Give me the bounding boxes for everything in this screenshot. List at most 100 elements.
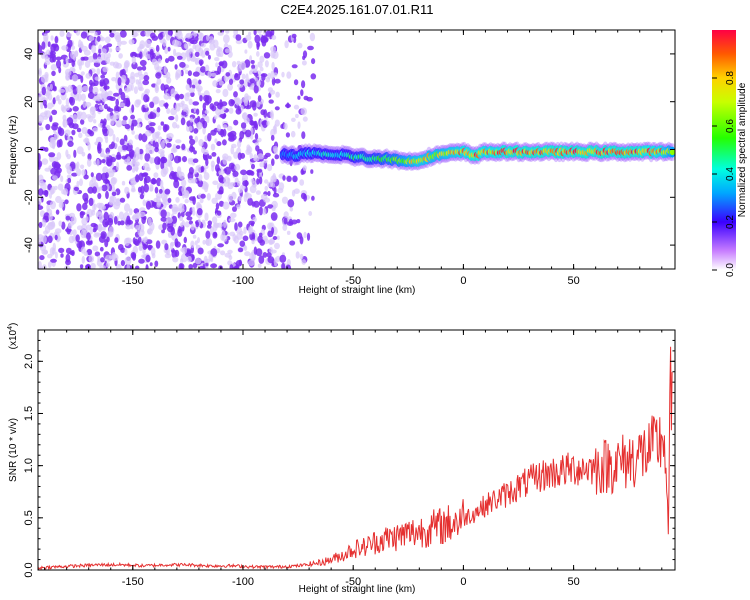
spectrogram-noise-point bbox=[98, 48, 102, 54]
spectrogram-noise-point bbox=[98, 186, 103, 191]
spectrogram-noise-point bbox=[65, 247, 72, 255]
y-tick-label: 0 bbox=[23, 146, 35, 152]
spectrogram-noise-point bbox=[134, 146, 141, 156]
spectrogram-noise-point bbox=[176, 170, 183, 178]
spectrogram-noise-point bbox=[121, 68, 126, 77]
spectrogram-noise-point bbox=[173, 48, 177, 57]
spectrogram-noise-point bbox=[170, 170, 175, 177]
spectrogram-noise-point bbox=[270, 212, 278, 221]
spectrogram-noise-point bbox=[164, 188, 171, 195]
spectrogram-noise-point bbox=[202, 263, 206, 269]
spectrogram-noise-point bbox=[251, 239, 255, 245]
spectrogram-noise-point bbox=[174, 176, 179, 183]
spectrogram-noise-point bbox=[175, 114, 179, 122]
spectrogram-noise-point bbox=[119, 30, 127, 38]
spectrogram-noise-point bbox=[149, 50, 154, 60]
spectrogram-noise-point bbox=[197, 247, 204, 255]
spectrogram-noise-point bbox=[115, 62, 122, 69]
spectrogram-noise-point bbox=[41, 249, 48, 255]
spectrogram-noise-point bbox=[69, 96, 75, 106]
spectrogram-noise-point bbox=[55, 60, 62, 69]
spectrogram-noise-point bbox=[137, 70, 143, 76]
spectrogram-noise-point bbox=[92, 186, 97, 194]
spectrogram-noise-point bbox=[111, 141, 115, 149]
spectrogram-noise-point bbox=[234, 222, 238, 231]
spectrogram-noise-point bbox=[182, 156, 187, 163]
spectrogram-noise-point bbox=[38, 221, 43, 229]
spectrogram-noise-point bbox=[166, 217, 173, 224]
spectrogram-noise-point bbox=[65, 228, 72, 233]
spectrogram-noise-point bbox=[223, 34, 230, 44]
x-tick-label: -150 bbox=[122, 576, 144, 588]
spectrogram-noise-point bbox=[147, 229, 152, 235]
spectrogram-noise-point bbox=[189, 138, 196, 146]
spectrogram-noise-point bbox=[67, 177, 72, 184]
spectrogram-noise-point bbox=[216, 124, 221, 132]
spectrogram-noise-point bbox=[48, 212, 53, 222]
spectrogram-noise-point bbox=[272, 145, 278, 153]
spectrogram-noise-point bbox=[299, 179, 305, 186]
spectrogram-noise-point bbox=[47, 261, 52, 269]
y-tick-label: 2.0 bbox=[23, 354, 35, 369]
spectrogram-noise-point bbox=[90, 106, 97, 113]
spectrogram-noise-point bbox=[272, 236, 278, 240]
spectrogram-noise-point bbox=[99, 79, 106, 87]
spectrogram-noise-point bbox=[73, 186, 79, 191]
spectrogram-noise-point bbox=[144, 39, 152, 49]
spectrogram-noise-point bbox=[179, 263, 185, 269]
spectrogram-noise-point bbox=[171, 215, 178, 224]
spectrogram-noise-point bbox=[92, 111, 96, 119]
spectrogram-noise-point bbox=[188, 87, 195, 94]
spectrogram-noise-point bbox=[141, 215, 146, 225]
spectrogram-noise-point bbox=[105, 262, 111, 268]
spectrogram-noise-point bbox=[271, 158, 275, 166]
spectrogram-noise-point bbox=[262, 252, 268, 258]
spectrogram-noise-point bbox=[71, 215, 77, 225]
spectrogram-noise-point bbox=[124, 87, 130, 93]
spectrogram-noise-point bbox=[115, 136, 120, 143]
spectrogram-noise-point bbox=[236, 204, 241, 210]
spectrogram-noise-point bbox=[154, 85, 159, 94]
spectrogram-noise-point bbox=[100, 48, 107, 54]
spectrogram-noise-point bbox=[301, 131, 306, 140]
spectrogram-noise-point bbox=[115, 98, 119, 107]
spectrogram-noise-point bbox=[213, 115, 218, 120]
snr-y-ticks: 0.0 0.5 1.0 1.5 2.0 bbox=[23, 339, 675, 578]
spectrogram-noise-point bbox=[111, 169, 116, 174]
spectrogram-noise-point bbox=[56, 94, 60, 101]
y-tick-label: 1.5 bbox=[23, 406, 35, 421]
spectrogram-noise-point bbox=[176, 55, 183, 60]
spectrogram-noise-point bbox=[145, 264, 149, 269]
spectrogram-noise-point bbox=[164, 243, 169, 251]
spectrogram-noise-point bbox=[142, 243, 148, 250]
spectrogram-noise-point bbox=[224, 166, 231, 175]
spectrogram-noise-point bbox=[297, 121, 301, 129]
snr-panel: -150 -100 -50 0 50 0.0 0.5 1.0 1.5 2.0 Height of… bbox=[7, 323, 676, 595]
spectrogram-noise-point bbox=[51, 124, 58, 131]
x-tick-label: 50 bbox=[567, 275, 579, 287]
spectrogram-noise-point bbox=[93, 95, 100, 101]
spectrogram-noise-point bbox=[128, 139, 133, 146]
spectrogram-noise-point bbox=[135, 79, 139, 85]
spectrogram-noise-point bbox=[144, 88, 150, 94]
spectrogram-noise-point bbox=[155, 51, 160, 57]
spectrogram-noise-point bbox=[225, 72, 231, 77]
spectrogram-noise-point bbox=[138, 242, 143, 251]
spectrogram-noise-point bbox=[139, 154, 143, 161]
figure-title: C2E4.2025.161.07.01.R11 bbox=[281, 2, 434, 17]
spectrogram-noise-point bbox=[103, 52, 109, 61]
y-tick-label: 0.5 bbox=[23, 510, 35, 525]
spectrogram-noise-point bbox=[115, 71, 120, 80]
spectrogram-noise-point bbox=[245, 34, 252, 41]
spectrogram-noise-point bbox=[273, 186, 277, 195]
spectrogram-noise-point bbox=[86, 158, 92, 167]
spectrogram-noise-point bbox=[282, 175, 286, 181]
spectrogram-noise-point bbox=[101, 159, 106, 164]
spectrogram-noise-point bbox=[83, 174, 89, 180]
spectrogram-noise-point bbox=[148, 157, 156, 164]
spectrogram-noise-point bbox=[88, 255, 95, 263]
spectrogram-noise-point bbox=[55, 209, 60, 215]
spectrogram-noise-point bbox=[187, 171, 194, 181]
spectrogram-noise-point bbox=[205, 50, 210, 56]
spectrogram-noise-point bbox=[249, 120, 255, 126]
